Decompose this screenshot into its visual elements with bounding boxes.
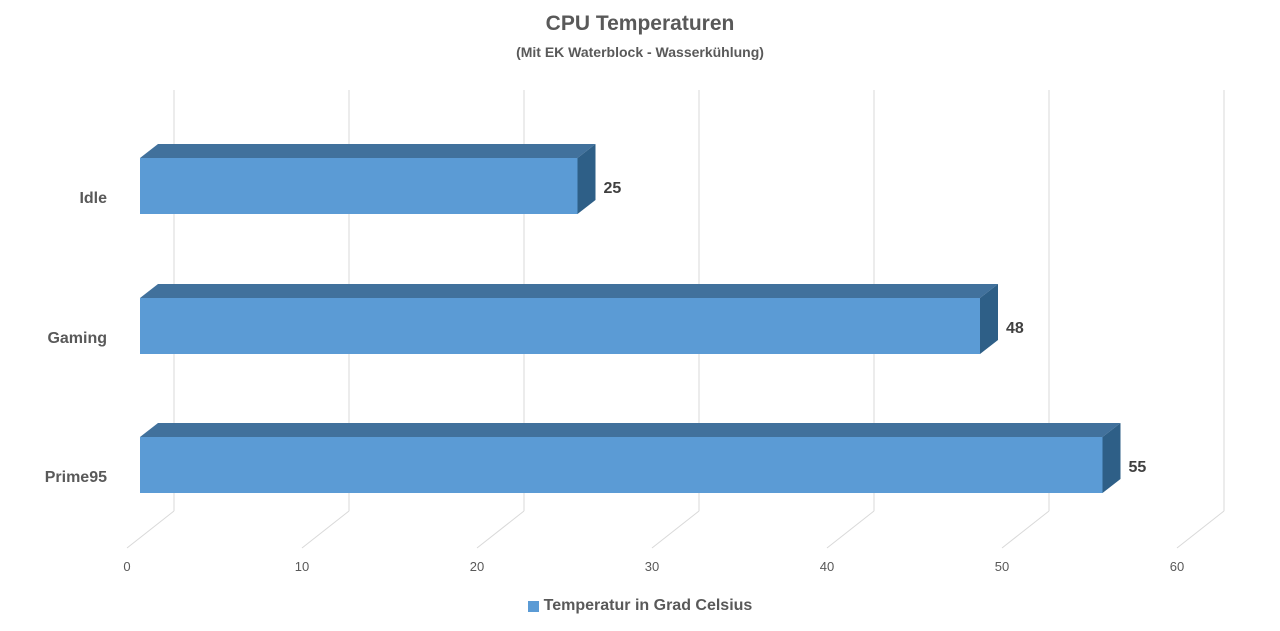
x-tick-label: 40 — [820, 559, 834, 574]
bar-side — [1102, 423, 1121, 493]
floor-gridline — [1001, 510, 1050, 549]
bar-top — [140, 144, 596, 158]
bar-layer — [140, 144, 1121, 493]
legend: Temperatur in Grad Celsius — [0, 597, 1280, 615]
bar — [140, 298, 980, 354]
chart-subtitle: (Mit EK Waterblock - Wasserkühlung) — [516, 44, 764, 60]
category-label: Gaming — [47, 330, 107, 347]
legend-swatch — [527, 600, 539, 612]
bar — [140, 437, 1103, 493]
floor-gridline — [301, 510, 350, 549]
bar-top — [140, 284, 998, 298]
data-label: 55 — [1129, 459, 1147, 476]
bar — [140, 158, 578, 214]
chart-title: CPU Temperaturen — [545, 12, 735, 35]
data-label: 48 — [1006, 320, 1024, 337]
floor-gridline — [651, 510, 700, 549]
floor-gridline — [1176, 510, 1225, 549]
x-tick-label: 0 — [123, 559, 130, 574]
x-tick-label: 50 — [995, 559, 1009, 574]
x-tick-label: 30 — [645, 559, 659, 574]
legend-label: Temperatur in Grad Celsius — [543, 597, 753, 614]
floor-gridline — [126, 510, 175, 549]
x-tick-label: 10 — [295, 559, 309, 574]
label-layer: 0 10 20 30 40 50 60 Idle 25 Gaming 48 Prime95 55 — [45, 180, 1185, 574]
bar-side — [980, 284, 998, 354]
bar-top — [140, 423, 1121, 437]
category-label: Idle — [79, 190, 107, 207]
data-label: 25 — [604, 180, 622, 197]
floor-gridline — [476, 510, 525, 549]
floor-gridline — [826, 510, 875, 549]
bar-side — [577, 144, 596, 214]
x-tick-label: 60 — [1170, 559, 1184, 574]
x-tick-label: 20 — [470, 559, 484, 574]
category-label: Prime95 — [45, 469, 107, 486]
